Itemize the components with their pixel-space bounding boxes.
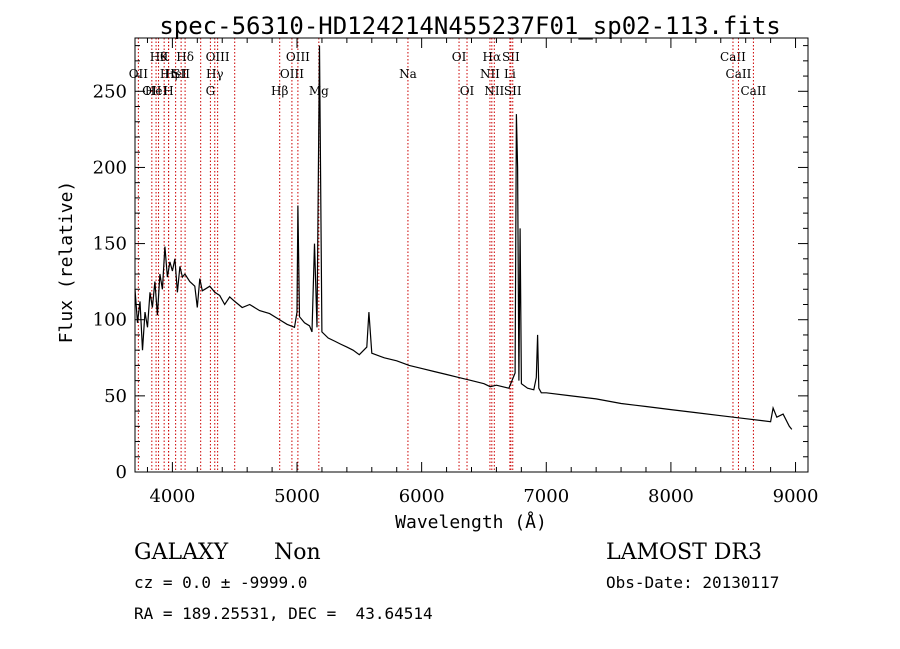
spectral-line-label-28: CaII [720,50,746,64]
spectral-line-label-24: NII [484,84,504,98]
spectral-line-label-19: Na [399,67,417,81]
object-subclass: Non [274,540,321,565]
y-tick-label-2: 100 [93,310,127,331]
spectral-line-label-16: OIII [280,67,304,81]
observation-date: Obs-Date: 20130117 [606,573,779,592]
spectral-line-label-4: K [160,50,170,64]
series-spectrum [134,45,793,430]
survey-name: LAMOST DR3 [606,540,762,565]
spectral-line-label-9: SII [172,67,190,81]
spectral-line-label-29: CaII [726,67,752,81]
x-tick-label-0: 4000 [149,486,195,507]
spectral-line-label-0: OII [129,67,149,81]
spectrum-series [134,45,793,430]
spectral-line-label-17: OIII [286,50,310,64]
object-class: GALAXY [134,540,229,565]
spectral-line-label-12: OIII [206,50,230,64]
plot-frame [134,37,809,473]
ra-dec: RA = 189.25531, DEC = 43.64514 [134,604,433,623]
redshift-cz: cz = 0.0 ± -9999.0 [134,573,307,592]
x-tick-label-4: 8000 [648,486,694,507]
x-tick-label-3: 7000 [523,486,569,507]
x-axis-label: Wavelength (Å) [395,511,547,533]
spectral-line-label-13: G [206,84,216,98]
spectral-line-label-22: NII [480,67,500,81]
x-tick-label-1: 5000 [274,486,320,507]
spectral-line-label-15: Hβ [271,84,288,98]
spectral-line-label-30: CaII [740,84,766,98]
chart-title: spec-56310-HD124214N455237F01_sp02-113.f… [159,12,780,40]
x-tick-label-5: 9000 [773,486,819,507]
x-axis: 4000 5000 6000 7000 8000 9000 [146,38,819,507]
spectral-line-label-1: OII [142,84,162,98]
y-tick-label-1: 50 [104,386,127,407]
spectral-line-label-20: OI [452,50,467,64]
y-axis-label: Flux (relative) [56,181,77,344]
y-axis: 0 50 100 150 200 250 [93,45,808,483]
spectral-line-label-23: Hα [483,50,502,64]
y-tick-label-3: 150 [93,234,127,255]
spectral-line-label-21: OI [460,84,475,98]
spectral-line-label-25: Li [504,67,516,81]
y-tick-label-5: 250 [93,81,127,102]
spectral-line-label-27: SII [504,84,522,98]
spectral-line-label-8: Hδ [176,50,194,64]
spectral-line-label-7: H [163,84,173,98]
spectral-line-label-2: HeI [145,84,168,98]
y-tick-label-4: 200 [93,157,127,178]
spectral-line-label-11: Hγ [206,67,224,81]
y-tick-label-0: 0 [116,462,127,483]
spectral-line-label-3: Hθ [150,50,168,64]
x-tick-label-2: 6000 [399,486,445,507]
spectral-line-label-26: SII [502,50,520,64]
